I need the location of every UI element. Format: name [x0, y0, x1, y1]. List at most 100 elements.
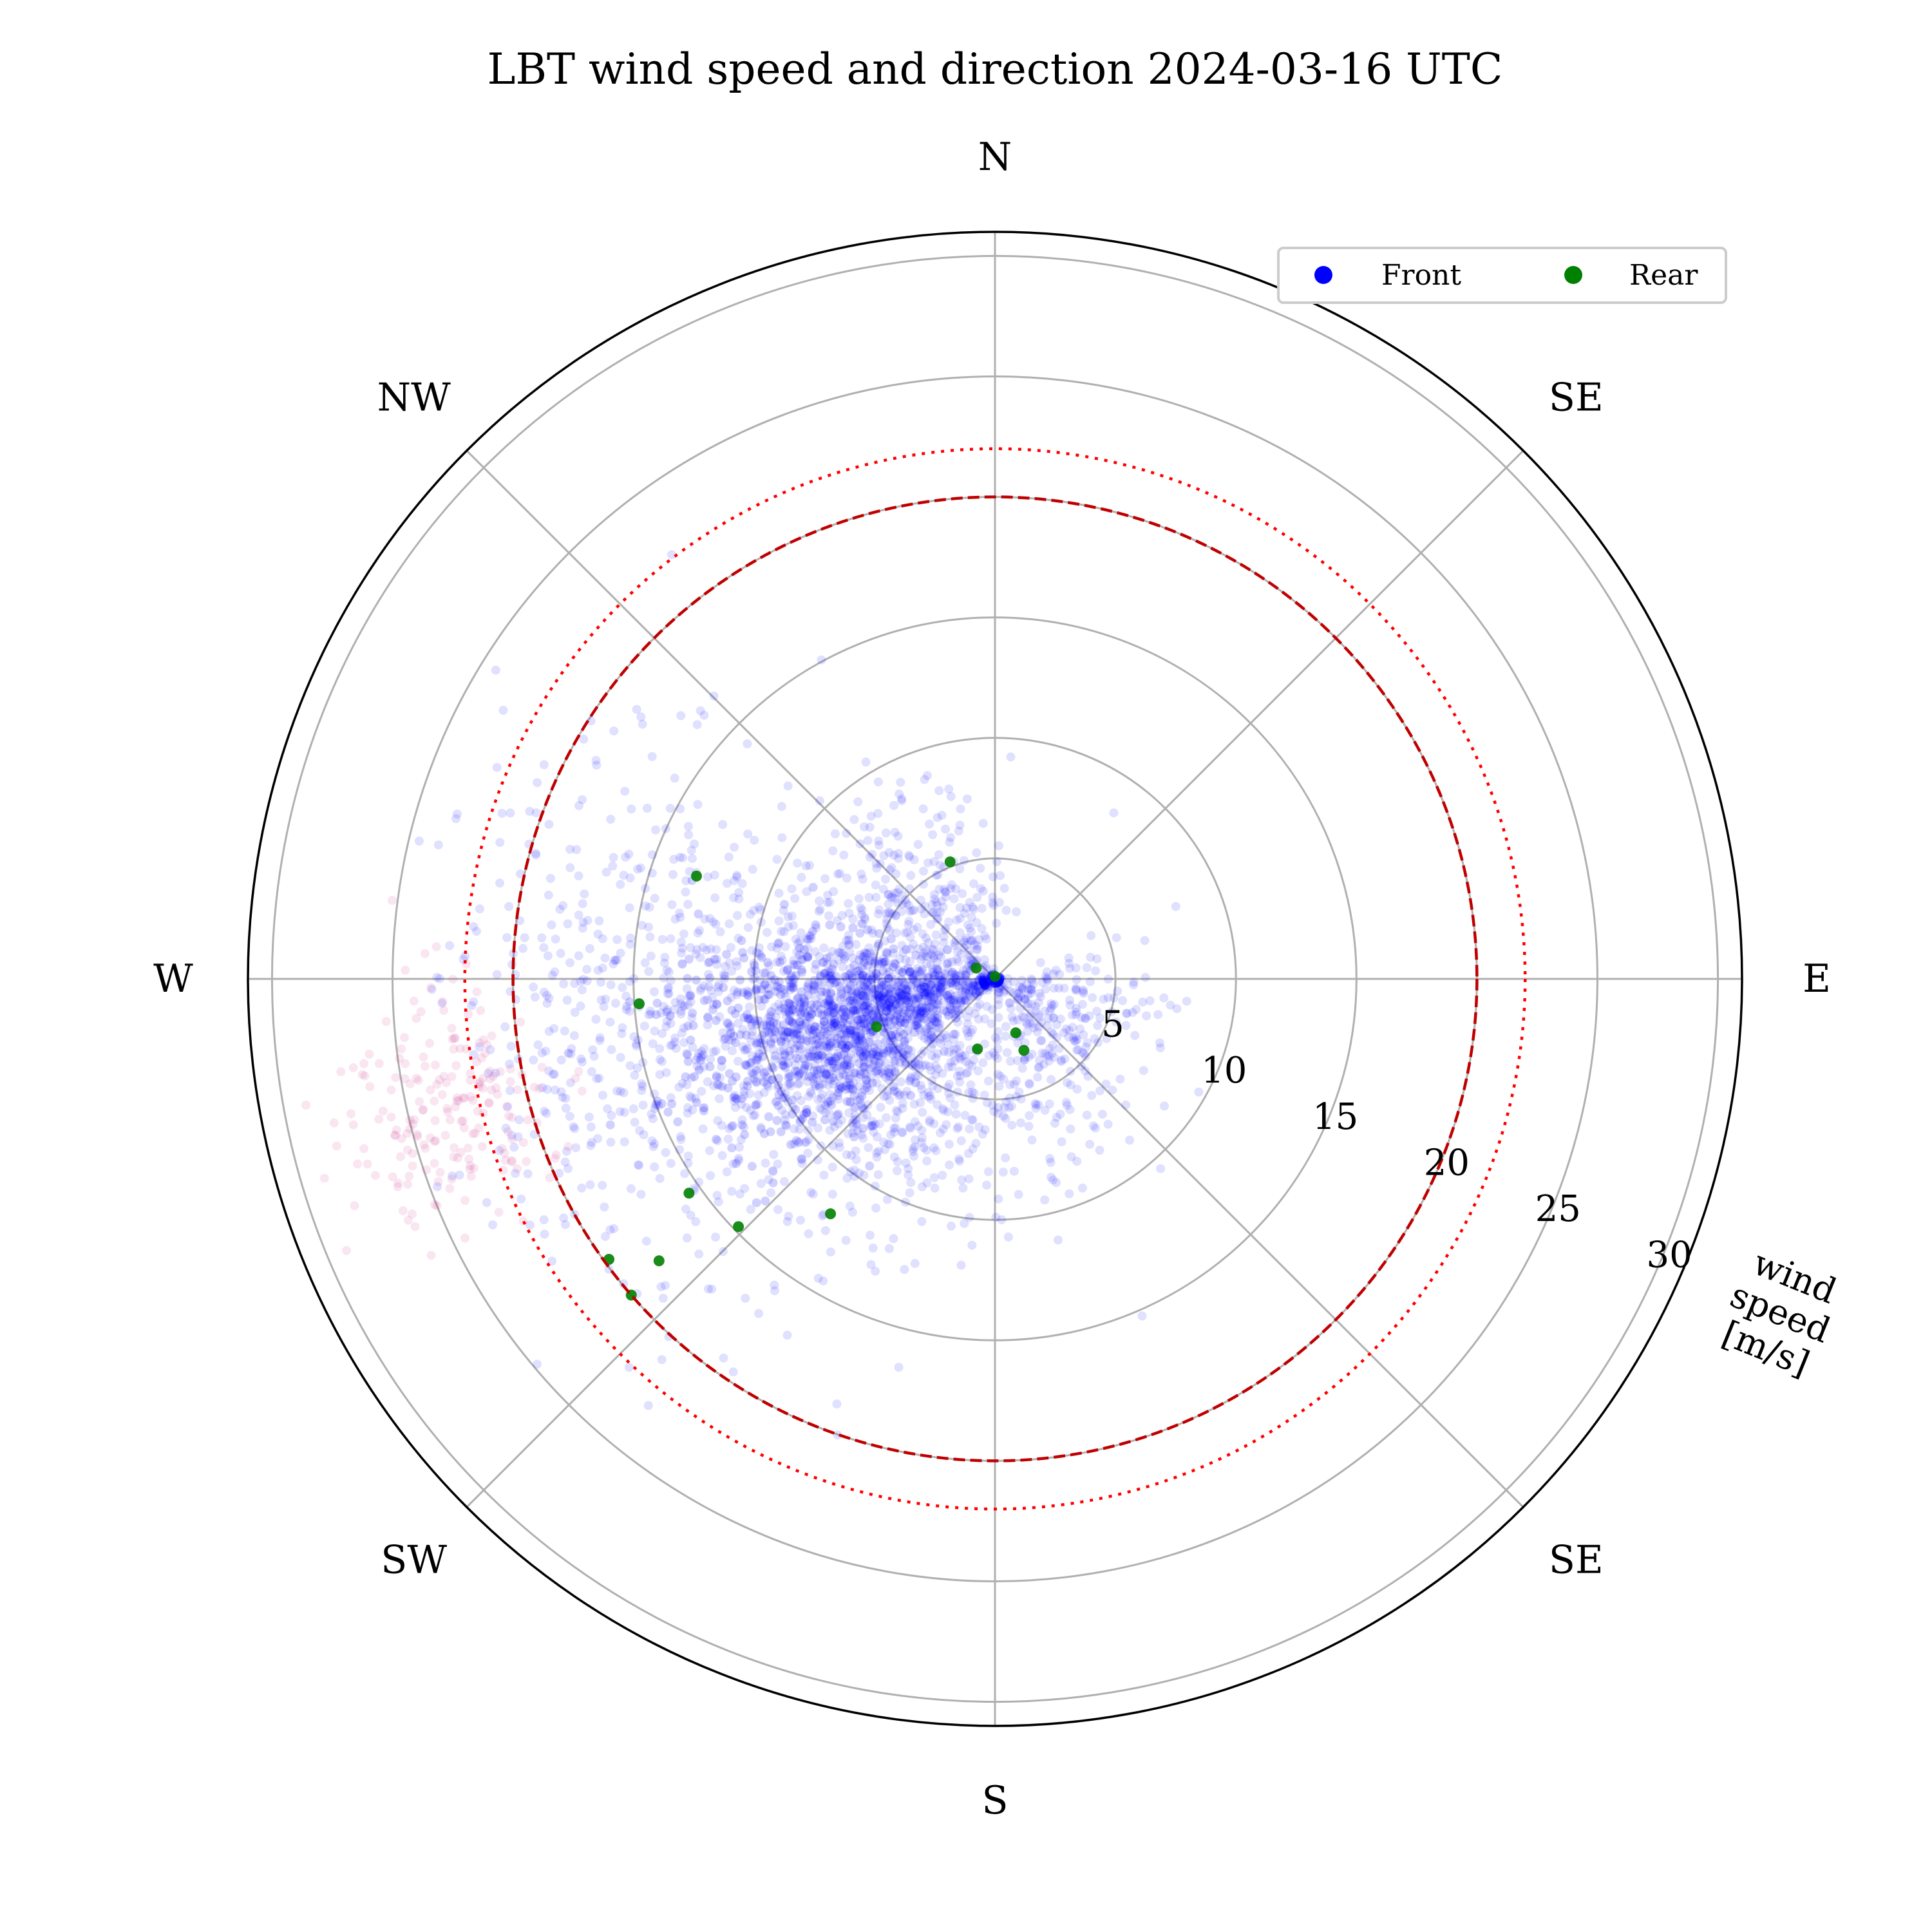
- front-point: [750, 835, 759, 845]
- front-point: [578, 974, 588, 984]
- front-point: [625, 903, 634, 913]
- front-point: [949, 976, 958, 985]
- front-point: [862, 1011, 872, 1021]
- front-point: [855, 839, 865, 849]
- front-point: [747, 1162, 757, 1171]
- front-point: [704, 1284, 713, 1294]
- front-point: [839, 850, 849, 860]
- front-point: [820, 1108, 830, 1117]
- front-point: [577, 985, 587, 995]
- overlay-point: [391, 1131, 401, 1141]
- front-point: [825, 1090, 835, 1099]
- front-point: [582, 976, 592, 986]
- front-point: [838, 1070, 848, 1079]
- front-point: [905, 906, 914, 916]
- front-point: [951, 974, 961, 984]
- front-point: [1046, 1075, 1056, 1084]
- front-point: [729, 893, 739, 903]
- front-point: [867, 1003, 877, 1012]
- front-point: [819, 1065, 828, 1074]
- front-point: [883, 1139, 893, 1149]
- front-point: [712, 999, 721, 1009]
- front-point: [961, 904, 971, 913]
- front-point: [976, 973, 986, 982]
- front-point: [882, 980, 891, 990]
- front-point: [730, 1093, 739, 1103]
- front-point: [872, 864, 882, 873]
- front-point: [862, 1083, 872, 1092]
- front-point: [1021, 1018, 1031, 1028]
- front-point: [979, 979, 989, 989]
- front-point: [917, 999, 927, 1009]
- front-point: [849, 815, 859, 824]
- overlay-point: [408, 1209, 417, 1219]
- front-point: [562, 996, 572, 1005]
- front-point: [625, 1363, 634, 1372]
- front-point: [778, 1093, 788, 1103]
- front-point: [495, 838, 505, 848]
- front-point: [941, 972, 951, 982]
- front-point: [922, 1178, 932, 1188]
- front-point: [734, 1056, 743, 1066]
- front-point: [905, 1122, 914, 1132]
- front-point: [980, 1039, 989, 1049]
- front-point: [639, 1021, 649, 1031]
- front-point: [871, 893, 881, 902]
- front-point: [951, 1005, 960, 1015]
- front-point: [847, 972, 857, 981]
- front-point: [743, 1081, 752, 1091]
- front-point: [836, 1036, 846, 1045]
- front-point: [932, 983, 941, 993]
- front-point: [898, 1099, 907, 1108]
- front-point: [781, 1063, 790, 1072]
- front-point: [779, 1020, 789, 1030]
- front-point: [991, 1213, 1001, 1222]
- front-point: [855, 1039, 865, 1048]
- front-point: [1077, 999, 1087, 1009]
- front-point: [837, 1029, 846, 1039]
- front-point: [1028, 1019, 1037, 1028]
- front-point: [774, 888, 784, 898]
- front-point: [749, 958, 759, 968]
- front-point: [832, 1020, 842, 1030]
- overlay-point: [430, 1116, 440, 1125]
- front-point: [955, 994, 965, 1003]
- front-point: [787, 911, 797, 921]
- front-point: [1037, 1048, 1047, 1058]
- front-point: [790, 1060, 800, 1070]
- front-point: [776, 1046, 786, 1056]
- front-point: [964, 989, 974, 998]
- front-point: [898, 990, 907, 1000]
- front-point: [995, 987, 1005, 997]
- front-point: [1054, 983, 1064, 993]
- front-point: [756, 1122, 766, 1132]
- front-point: [681, 876, 691, 886]
- front-point: [734, 1003, 743, 1013]
- front-point: [711, 920, 721, 929]
- front-point: [913, 1021, 922, 1030]
- overlay-point: [451, 1102, 460, 1112]
- front-point: [609, 959, 618, 969]
- front-point: [786, 1072, 795, 1081]
- front-point: [936, 947, 945, 956]
- front-point: [925, 1020, 934, 1030]
- front-point: [955, 820, 965, 830]
- front-point: [893, 1166, 902, 1175]
- front-point: [993, 1108, 1003, 1118]
- front-point: [893, 1009, 902, 1019]
- front-point: [791, 1104, 800, 1114]
- front-point: [824, 1001, 833, 1010]
- front-point: [976, 974, 986, 984]
- front-point: [891, 869, 901, 878]
- front-point: [1121, 1009, 1131, 1018]
- front-point: [937, 1033, 947, 1043]
- front-point: [859, 1057, 869, 1067]
- front-point: [598, 963, 607, 973]
- front-point: [837, 1083, 846, 1093]
- front-point: [593, 965, 603, 975]
- front-point: [770, 1280, 779, 1290]
- front-point: [842, 1028, 851, 1037]
- front-point: [827, 1037, 837, 1047]
- front-point: [939, 996, 949, 1006]
- front-point: [706, 1054, 715, 1064]
